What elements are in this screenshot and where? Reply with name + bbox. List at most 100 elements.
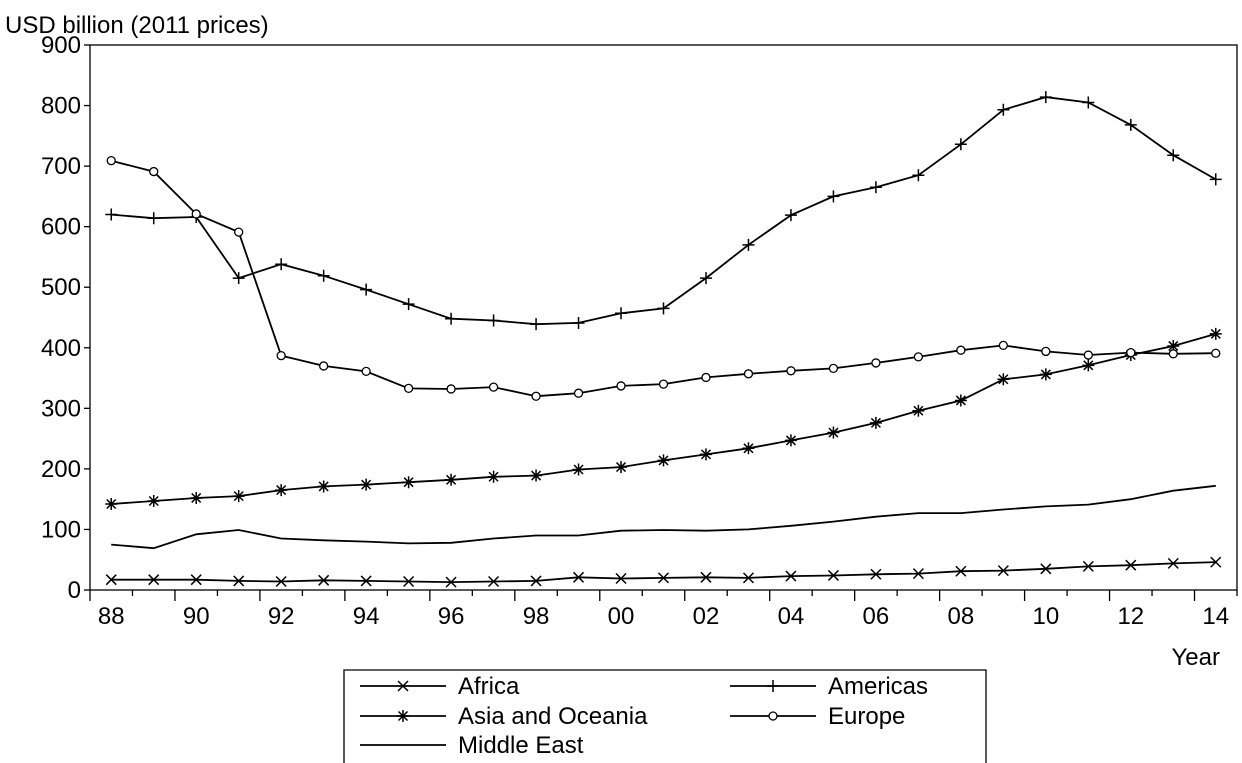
data-point-x-marker: [148, 574, 160, 586]
data-point-x-marker: [233, 575, 245, 587]
data-point-plus-marker: [1039, 91, 1052, 104]
data-point-x-marker: [190, 574, 202, 586]
data-point-star-marker: [912, 404, 925, 417]
legend-label: Americas: [828, 673, 928, 700]
y-axis-title: USD billion (2011 prices): [5, 12, 269, 39]
x-tick-label: 08: [948, 603, 975, 630]
data-point-x-marker: [870, 568, 882, 580]
x-tick-label: 10: [1032, 603, 1059, 630]
legend-item: Europe: [730, 703, 905, 730]
data-point-plus-marker: [402, 298, 415, 311]
x-tick-label: 88: [98, 603, 125, 630]
data-point-plus-marker: [767, 680, 779, 692]
legend: Africa Americas Asia and Oceania Europe Midd…: [343, 669, 987, 763]
data-point-x-marker: [403, 575, 415, 588]
data-point-x-marker: [360, 575, 372, 587]
legend-item: Americas: [730, 673, 928, 700]
series-europe: [106, 156, 1221, 401]
y-tick-label: 600: [41, 214, 81, 241]
x-tick-label: 96: [438, 603, 465, 630]
plot-border: [89, 44, 1238, 591]
data-point-plus-marker: [657, 302, 670, 315]
data-point-circle-marker: [616, 381, 626, 391]
data-point-plus-marker: [1124, 118, 1137, 131]
data-point-circle-marker: [701, 372, 711, 383]
data-point-x-marker: [275, 575, 287, 588]
data-point-star-marker: [317, 480, 330, 493]
x-tick-label: 90: [183, 603, 210, 630]
data-point-star-marker: [742, 442, 755, 455]
data-point-circle-marker: [768, 711, 778, 721]
data-point-star-marker: [572, 463, 585, 476]
data-point-x-marker: [700, 571, 712, 583]
series-line: [110, 159, 1216, 398]
series-americas: [105, 91, 1222, 331]
data-point-circle-marker: [234, 227, 244, 237]
data-point-x-marker: [785, 570, 797, 582]
series-layer: [105, 91, 1222, 588]
data-point-star-marker: [402, 476, 415, 489]
data-point-star-marker: [360, 478, 373, 491]
y-axis: 0 100 200 300 400 500 600 700 800 900: [41, 32, 90, 604]
data-point-x-marker: [657, 572, 670, 584]
x-tick-label: 92: [268, 603, 295, 630]
series-middle-east: [111, 484, 1216, 550]
data-point-circle-marker: [743, 369, 754, 379]
data-point-plus-marker: [147, 212, 160, 225]
x-tick-label: 94: [353, 603, 380, 630]
legend-item: Middle East: [360, 732, 584, 759]
legend-label: Middle East: [458, 732, 584, 759]
data-point-plus-marker: [827, 190, 840, 203]
data-point-star-marker: [1082, 359, 1095, 372]
legend-border: [343, 669, 987, 763]
data-point-circle-marker: [403, 383, 414, 394]
y-tick-label: 500: [41, 274, 81, 301]
data-point-star-marker: [190, 491, 203, 504]
data-point-star-marker: [105, 498, 118, 511]
data-point-circle-marker: [488, 382, 499, 392]
data-point-x-marker: [573, 571, 585, 583]
data-point-circle-marker: [956, 345, 966, 355]
data-point-circle-marker: [106, 156, 116, 166]
y-tick-label: 100: [41, 516, 81, 543]
data-point-circle-marker: [531, 391, 541, 401]
series-line: [111, 96, 1217, 326]
legend-label: Africa: [458, 673, 520, 700]
data-point-x-marker: [1210, 556, 1222, 568]
data-point-star-marker: [997, 373, 1010, 386]
data-point-circle-marker: [573, 388, 584, 398]
x-axis-title: Year: [1172, 644, 1221, 671]
data-point-star-marker: [232, 490, 245, 503]
y-tick-label: 300: [41, 395, 81, 422]
data-point-star-marker: [1039, 368, 1052, 381]
plot-area: [89, 44, 1238, 591]
data-point-x-marker: [1125, 559, 1137, 571]
legend-item: Africa: [360, 673, 520, 700]
series-line: [111, 333, 1217, 505]
data-point-x-marker: [488, 575, 500, 588]
data-point-star-marker: [699, 448, 712, 461]
data-point-circle-marker: [828, 363, 839, 374]
legend-item: Asia and Oceania: [360, 703, 648, 730]
data-point-x-marker: [1082, 560, 1094, 572]
y-tick-label: 900: [41, 32, 81, 59]
data-point-plus-marker: [275, 258, 288, 271]
data-point-x-marker: [742, 572, 754, 584]
data-point-star-marker: [657, 454, 670, 467]
data-point-circle-marker: [1168, 349, 1178, 359]
data-point-x-marker: [827, 569, 839, 581]
data-point-x-marker: [530, 575, 542, 587]
data-point-plus-marker: [530, 318, 543, 331]
data-point-circle-marker: [1041, 346, 1051, 357]
legend-label: Asia and Oceania: [458, 703, 648, 730]
data-point-star-marker: [827, 426, 840, 439]
x-tick-label: 06: [863, 603, 890, 630]
y-tick-label: 700: [41, 153, 81, 180]
data-point-x-marker: [912, 568, 924, 580]
data-point-plus-marker: [1209, 173, 1222, 186]
data-point-plus-marker: [360, 283, 373, 296]
data-point-x-marker: [615, 572, 627, 585]
data-point-plus-marker: [232, 272, 245, 285]
data-point-plus-marker: [615, 307, 628, 320]
